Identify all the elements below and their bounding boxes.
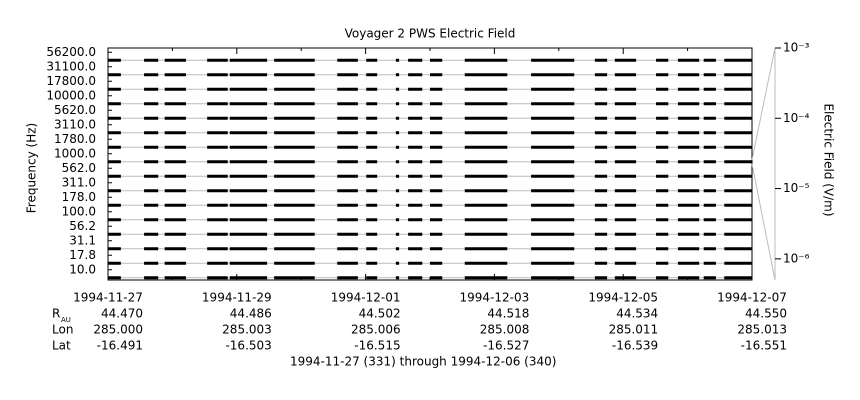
y-tick-label: 178.0 [62, 190, 96, 204]
ephemeris-value: -16.491 [97, 339, 143, 353]
ephemeris-value: -16.503 [225, 339, 271, 353]
ephemeris-label: R [52, 307, 60, 321]
ephemeris-value: 44.486 [230, 307, 272, 321]
y2-tick-label: 10⁻⁶ [783, 251, 810, 265]
y2-axis-label: Electric Field (V/m) [822, 103, 836, 216]
y-tick-label: 1780.0 [54, 132, 96, 146]
ephemeris-value: 285.011 [609, 323, 659, 337]
ephemeris-label-sub: AU [61, 316, 71, 324]
ephemeris-value: 285.006 [351, 323, 401, 337]
y-tick-label: 562.0 [62, 161, 96, 175]
y-tick-label: 10.0 [69, 262, 96, 276]
ephemeris-value: -16.527 [483, 339, 529, 353]
y-tick-label: 3110.0 [54, 117, 96, 131]
ephemeris-value: -16.551 [741, 339, 787, 353]
ephemeris-value: 285.000 [93, 323, 143, 337]
ephemeris-value: 44.534 [616, 307, 658, 321]
y-tick-label: 31.1 [69, 233, 96, 247]
y-tick-label: 10000.0 [46, 88, 96, 102]
x-tick-label: 1994-12-01 [331, 291, 401, 305]
y-tick-label: 31100.0 [46, 59, 96, 73]
y-tick-label: 56.2 [69, 219, 96, 233]
scale-connector [751, 47, 776, 161]
ephemeris-value: 44.518 [487, 307, 529, 321]
y2-tick-label: 10⁻⁴ [783, 111, 810, 125]
ephemeris-value: 285.008 [480, 323, 530, 337]
y-tick-label: 17.8 [69, 248, 96, 262]
scale-connector [751, 163, 776, 281]
ephemeris-value: -16.539 [612, 339, 658, 353]
y-tick-label: 1000.0 [54, 146, 96, 160]
y-tick-label: 311.0 [62, 175, 96, 189]
y2-tick-label: 10⁻⁵ [783, 181, 810, 195]
y-tick-label: 5620.0 [54, 103, 96, 117]
ephemeris-label: Lon [52, 323, 73, 337]
x-tick-label: 1994-12-03 [460, 291, 530, 305]
y2-tick-label: 10⁻³ [783, 41, 810, 55]
chart-title: Voyager 2 PWS Electric Field [345, 27, 516, 41]
x-tick-label: 1994-11-29 [202, 291, 272, 305]
x-tick-label: 1994-11-27 [73, 291, 143, 305]
x-tick-label: 1994-12-07 [717, 291, 787, 305]
y-axis-label: Frequency (Hz) [25, 123, 39, 214]
y-tick-label: 100.0 [62, 204, 96, 218]
footer: 1994-11-27 (331) through 1994-12-06 (340… [290, 355, 556, 369]
ephemeris-value: 285.003 [222, 323, 272, 337]
ephemeris-value: 44.550 [745, 307, 787, 321]
y-tick-label: 17800.0 [46, 74, 96, 88]
ephemeris-value: 44.470 [101, 307, 143, 321]
ephemeris-value: 44.502 [359, 307, 401, 321]
y-tick-label: 56200.0 [46, 45, 96, 59]
x-tick-label: 1994-12-05 [588, 291, 658, 305]
ephemeris-value: -16.515 [354, 339, 400, 353]
ephemeris-value: 285.013 [737, 323, 787, 337]
ephemeris-label: Lat [52, 339, 71, 353]
